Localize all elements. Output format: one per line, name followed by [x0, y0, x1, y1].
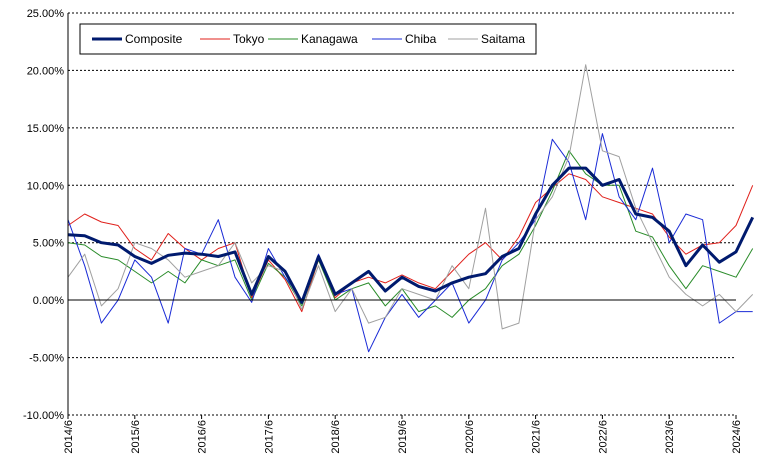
x-tick-label: 2021/6	[531, 420, 543, 454]
legend: Composite Tokyo Kanagawa Chiba Saitama	[79, 23, 537, 55]
y-tick-label: 20.00%	[27, 65, 65, 77]
legend-label: Tokyo	[233, 32, 265, 46]
y-tick-label: -5.00%	[29, 353, 64, 365]
legend-label: Saitama	[481, 32, 525, 46]
y-axis-ticks: 25.00% 20.00% 15.00% 10.00% 5.00% 0.00% -5.00%…	[23, 8, 64, 422]
y-tick-label: 10.00%	[27, 180, 65, 192]
y-tick-label: -10.00%	[23, 410, 64, 422]
x-tick-label: 2020/6	[464, 420, 476, 454]
legend-label: Kanagawa	[301, 32, 358, 46]
plot-area	[68, 13, 736, 415]
x-tick-label: 2015/6	[130, 420, 142, 454]
series-line-chiba	[67, 133, 753, 353]
x-tick-label: 2014/6	[63, 420, 75, 454]
x-tick-label: 2022/6	[597, 420, 609, 454]
x-tick-label: 2018/6	[330, 420, 342, 454]
legend-label: Composite	[125, 32, 183, 46]
y-tick-label: 5.00%	[33, 238, 64, 250]
series-line-composite	[67, 166, 755, 304]
x-axis-ticks: 2014/6 2015/6 2016/6 2017/6 2018/6 2019/6 2020…	[63, 415, 743, 454]
y-tick-label: 15.00%	[27, 123, 65, 135]
y-tick-label: 0.00%	[33, 295, 64, 307]
legend-label: Chiba	[405, 32, 437, 46]
x-tick-label: 2023/6	[664, 420, 676, 454]
x-tick-label: 2017/6	[263, 420, 275, 454]
y-tick-label: 25.00%	[27, 8, 65, 20]
grid-lines	[68, 12, 736, 416]
x-tick-label: 2016/6	[197, 420, 209, 454]
x-tick-label: 2024/6	[731, 420, 743, 454]
x-tick-label: 2019/6	[397, 420, 409, 454]
series-line-tokyo	[67, 173, 754, 313]
